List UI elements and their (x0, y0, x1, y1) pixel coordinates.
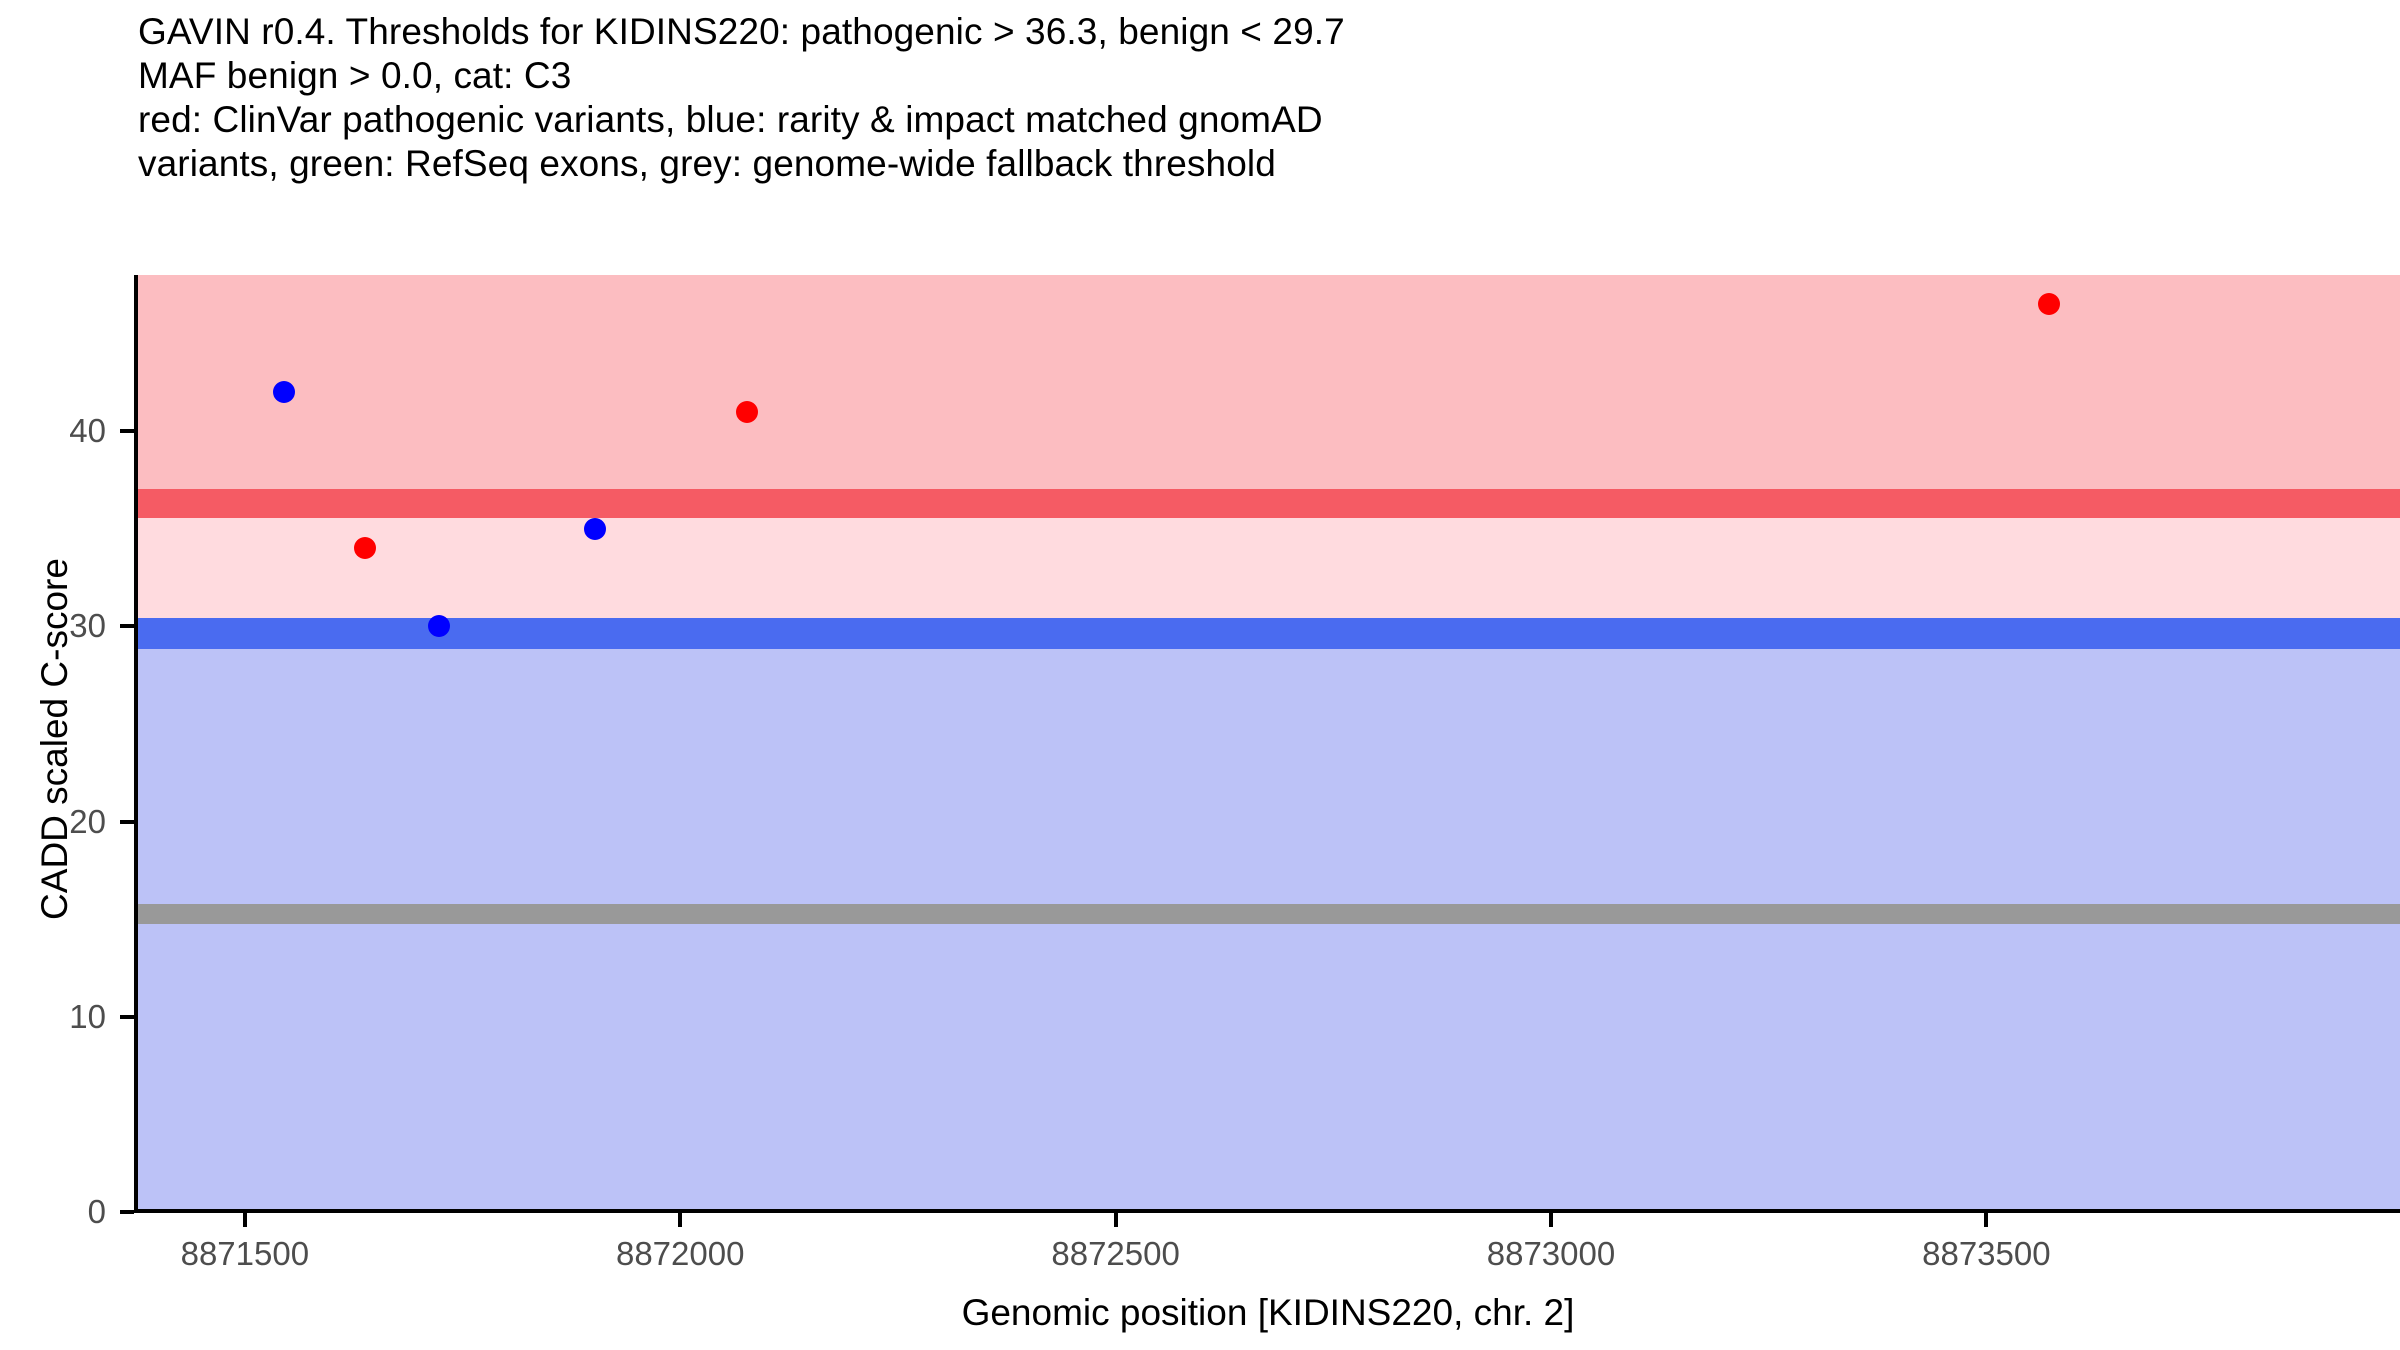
y-axis-title: CADD scaled C-score (34, 558, 75, 920)
x-tick-label: 8871500 (180, 1235, 310, 1272)
x-tick-label: 8872000 (615, 1235, 745, 1272)
y-tick-label: 10 (69, 997, 106, 1035)
title-line-3: red: ClinVar pathogenic variants, blue: … (138, 99, 1323, 140)
band-vous-region (136, 518, 2400, 633)
plot-panel (136, 275, 2400, 1212)
y-tick-label: 40 (69, 412, 106, 450)
band-genome-wide-fallback-line (136, 903, 2400, 925)
band-pathogenic-region (136, 275, 2400, 504)
y-tick-label: 20 (69, 802, 106, 840)
y-tick-mark (120, 1210, 134, 1214)
x-tick-mark (1984, 1213, 1989, 1227)
data-point-pathogenic (2038, 293, 2061, 316)
x-axis-line (134, 1209, 2400, 1213)
data-point-gnomad (428, 615, 451, 638)
data-point-pathogenic (354, 537, 376, 560)
plot-area (136, 275, 2400, 1212)
y-tick-mark (120, 624, 134, 629)
title-line-1: GAVIN r0.4. Thresholds for KIDINS220: pa… (138, 11, 1345, 52)
x-tick-label: 8873500 (1922, 1235, 2051, 1272)
x-tick-mark (1113, 1213, 1118, 1227)
y-tick-mark (120, 429, 134, 434)
data-point-gnomad (273, 381, 296, 404)
title-line-4: variants, green: RefSeq exons, grey: gen… (138, 143, 1276, 184)
y-tick-label: 30 (69, 607, 106, 645)
x-tick-mark (242, 1213, 247, 1227)
band-pathogenic-threshold-line (136, 488, 2400, 519)
band-benign-region (136, 648, 2400, 1212)
band-benign-threshold-line (136, 617, 2400, 649)
y-tick-mark (120, 1014, 134, 1019)
title-line-2: MAF benign > 0.0, cat: C3 (138, 55, 572, 96)
x-tick-label: 8872500 (1051, 1235, 1180, 1272)
x-axis-title: Genomic position [KIDINS220, chr. 2] (961, 1292, 1575, 1333)
y-tick-label: 0 (87, 1193, 106, 1230)
x-tick-label: 8873000 (1486, 1235, 1616, 1272)
x-tick-mark (678, 1213, 683, 1227)
y-axis-line (134, 275, 138, 1212)
data-point-pathogenic (736, 400, 759, 423)
x-tick-mark (1549, 1213, 1553, 1227)
data-point-gnomad (583, 517, 606, 540)
y-tick-mark (120, 819, 134, 824)
figure-title: GAVIN r0.4. Thresholds for KIDINS220: pa… (138, 10, 2338, 186)
